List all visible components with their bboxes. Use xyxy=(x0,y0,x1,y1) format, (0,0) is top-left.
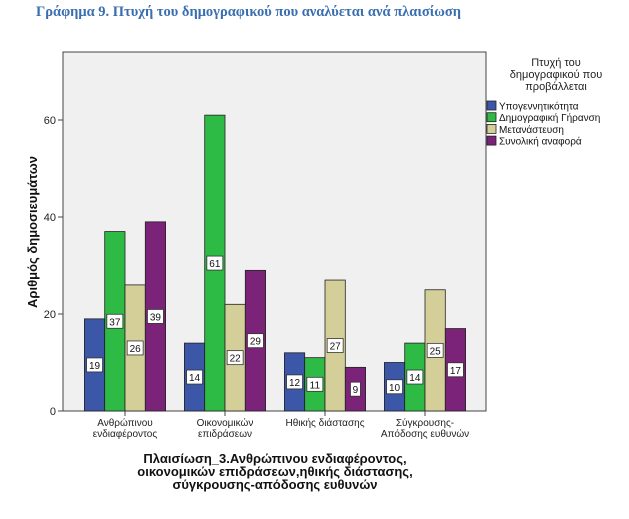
value-label: 39 xyxy=(150,312,162,323)
x-tick-label: επιδράσεων xyxy=(198,428,252,440)
x-axis-title-line: οικονομικών επιδράσεων,ηθικής διάστασης, xyxy=(137,464,412,479)
legend-swatch xyxy=(486,124,497,134)
y-tick-label: 40 xyxy=(44,212,56,224)
value-label: 25 xyxy=(430,346,442,357)
value-label: 19 xyxy=(89,361,101,372)
legend-title: δημογραφικού που xyxy=(510,69,603,81)
value-label: 37 xyxy=(109,317,121,328)
value-label-box xyxy=(426,342,444,358)
value-label-box xyxy=(326,338,344,353)
value-label-box xyxy=(306,376,324,392)
legend-title: Πτυχή του xyxy=(531,57,581,69)
x-axis-title-line: σύγκρουσης-απόδοσης ευθυνών xyxy=(172,477,377,492)
value-label-box xyxy=(286,374,303,390)
x-tick-label: Οικονομικών xyxy=(197,417,254,429)
legend-label: Δημογραφική Γήρανση xyxy=(499,112,600,124)
x-tick-label: Ανθρώπινου xyxy=(97,417,153,429)
x-tick-label: Απόδοσης ευθυνών xyxy=(381,428,469,440)
value-label: 22 xyxy=(230,354,242,365)
legend-label: Υπογεννητικότητα xyxy=(499,101,579,113)
value-label: 12 xyxy=(289,378,301,389)
value-label: 17 xyxy=(450,366,462,377)
value-label-box xyxy=(226,350,244,366)
x-tick-label: Σύγκρουσης- xyxy=(396,417,454,429)
x-axis-title-line: Πλαισίωση_3.Ανθρώπινου ενδιαφέροντος, xyxy=(143,451,406,466)
value-label-box xyxy=(206,255,224,271)
value-label-box xyxy=(147,309,164,324)
value-label-box xyxy=(447,362,464,378)
legend-swatch xyxy=(486,112,497,123)
x-tick-label: Ηθικής διάστασης xyxy=(285,417,364,429)
x-tick-label: ενδιαφέροντος xyxy=(93,428,158,440)
value-label-box xyxy=(126,340,144,356)
value-label-box xyxy=(406,369,424,385)
value-label: 14 xyxy=(189,373,201,384)
value-label-box xyxy=(386,379,403,395)
y-axis-title: Αριθμός δημοσιευμάτων xyxy=(25,156,40,308)
value-label-box xyxy=(106,313,124,329)
y-tick-label: 20 xyxy=(44,309,56,321)
y-tick-label: 0 xyxy=(50,406,56,418)
value-label-box xyxy=(350,381,361,397)
x-axis-title: Πλαισίωση_3.Ανθρώπινου ενδιαφέροντος,οικ… xyxy=(137,451,412,492)
y-axis: 0 20 40 60 xyxy=(44,115,63,418)
value-label-box xyxy=(186,369,203,385)
legend-swatch xyxy=(486,100,497,111)
legend-title: προβάλλεται xyxy=(525,81,587,93)
value-label: 29 xyxy=(250,337,262,348)
value-label-box xyxy=(86,357,103,373)
legend-swatch xyxy=(486,135,497,146)
legend-label: Μετανάστευση xyxy=(499,124,564,136)
value-label: 27 xyxy=(330,342,342,353)
value-label: 9 xyxy=(353,385,359,396)
value-label: 11 xyxy=(310,380,321,391)
value-labels: 19 37 26 39 14 61 22 29 12 11 27 9 10 14 25 17 xyxy=(86,255,464,397)
legend-label: Συνολική αναφορά xyxy=(499,136,582,148)
bars xyxy=(84,114,466,412)
value-label: 14 xyxy=(409,373,421,384)
value-label: 61 xyxy=(209,259,221,270)
figure-title: Γράφημα 9. Πτυχή του δημογραφικού που αν… xyxy=(36,4,461,20)
value-label-box xyxy=(247,333,264,349)
value-label: 26 xyxy=(130,344,142,355)
y-tick-label: 60 xyxy=(44,115,56,127)
value-label: 10 xyxy=(389,383,401,394)
